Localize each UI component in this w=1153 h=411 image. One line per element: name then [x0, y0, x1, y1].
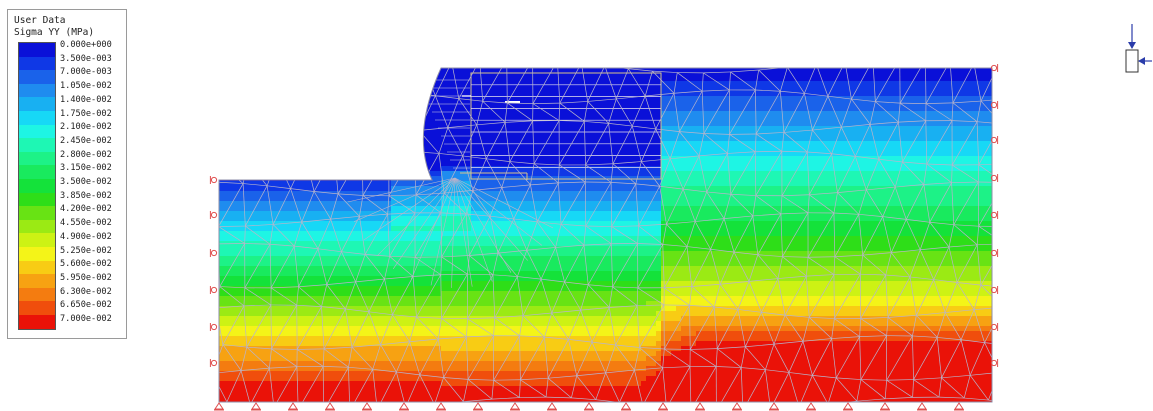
- legend-subtitle: Sigma YY (MPa): [14, 27, 95, 38]
- legend-swatch: [19, 179, 55, 193]
- legend-value: 4.900e-002: [60, 231, 112, 242]
- legend-swatch: [19, 56, 55, 71]
- legend-value: 6.300e-002: [60, 286, 112, 297]
- pin-support-icon: [288, 402, 298, 411]
- legend-value: 3.150e-002: [60, 163, 112, 174]
- legend-value: 5.950e-002: [60, 272, 112, 283]
- pin-support-icon: [658, 402, 668, 411]
- legend-value: 2.100e-002: [60, 122, 112, 133]
- legend-swatch: [19, 83, 55, 98]
- finite-element-mesh: [219, 68, 992, 402]
- legend-swatch: [19, 111, 55, 125]
- pin-support-icon: [584, 402, 594, 411]
- legend-swatch: [19, 206, 55, 221]
- legend-value: 6.650e-002: [60, 300, 112, 311]
- pin-support-icon: [954, 402, 964, 411]
- pin-support-icon: [880, 402, 890, 411]
- legend-value: 3.500e-002: [60, 177, 112, 187]
- legend-value: 2.450e-002: [60, 135, 112, 146]
- roller-support-icon: [990, 359, 999, 367]
- legend-value: 7.000e-002: [60, 314, 112, 324]
- legend-value: 1.750e-002: [60, 108, 112, 119]
- legend-value: 5.600e-002: [60, 259, 112, 270]
- legend-swatch: [19, 219, 55, 234]
- axis-triad-icon: [1125, 24, 1152, 73]
- pin-support-icon: [917, 402, 927, 411]
- roller-support-icon: [209, 176, 218, 184]
- legend-value: 2.800e-002: [60, 149, 112, 160]
- legend-swatch: [19, 301, 55, 316]
- pin-support-icon: [621, 402, 631, 411]
- roller-support-icon: [990, 211, 999, 219]
- boundary-supports: [209, 64, 999, 411]
- legend-value: 3.500e-003: [60, 53, 112, 64]
- pin-support-icon: [214, 402, 224, 411]
- legend-value: 1.400e-002: [60, 94, 112, 105]
- legend-value: 1.050e-002: [60, 81, 112, 92]
- legend-swatch: [19, 233, 55, 248]
- legend-swatch: [19, 192, 55, 207]
- pin-support-icon: [732, 402, 742, 411]
- legend-swatch: [19, 315, 55, 329]
- pin-support-icon: [325, 402, 335, 411]
- legend-swatch: [19, 70, 55, 85]
- roller-support-icon: [990, 101, 999, 109]
- roller-support-icon: [990, 64, 999, 72]
- pin-support-icon: [843, 402, 853, 411]
- legend-swatch: [19, 260, 55, 275]
- legend-swatch: [19, 247, 55, 261]
- pin-support-icon: [769, 402, 779, 411]
- roller-support-icon: [209, 323, 218, 331]
- legend-value: 4.550e-002: [60, 218, 112, 229]
- legend-color-scale: [18, 42, 56, 330]
- pin-support-icon: [251, 402, 261, 411]
- legend-swatch: [19, 124, 55, 139]
- pin-support-icon: [695, 402, 705, 411]
- legend-value: 3.850e-002: [60, 190, 112, 201]
- roller-support-icon: [209, 286, 218, 294]
- pin-support-icon: [399, 402, 409, 411]
- legend-panel: User Data Sigma YY (MPa) 0.000e+000 3.500…: [7, 9, 127, 339]
- legend-swatch: [19, 165, 55, 180]
- pin-support-icon: [436, 402, 446, 411]
- legend-value: 4.200e-002: [60, 204, 112, 215]
- legend-swatch: [19, 138, 55, 153]
- pin-support-icon: [473, 402, 483, 411]
- pin-support-icon: [362, 402, 372, 411]
- roller-support-icon: [990, 136, 999, 144]
- legend-title: User Data: [14, 15, 66, 26]
- roller-support-icon: [990, 323, 999, 331]
- roller-support-icon: [990, 174, 999, 182]
- legend-swatch: [19, 97, 55, 112]
- legend-swatch: [19, 274, 55, 289]
- pin-support-icon: [510, 402, 520, 411]
- legend-value: 7.000e-003: [60, 67, 112, 78]
- roller-support-icon: [209, 359, 218, 367]
- roller-support-icon: [990, 286, 999, 294]
- pin-support-icon: [806, 402, 816, 411]
- domain-boundary: [218, 67, 993, 403]
- legend-swatch: [19, 151, 55, 166]
- roller-support-icon: [209, 211, 218, 219]
- roller-support-icon: [990, 249, 999, 257]
- pin-support-icon: [547, 402, 557, 411]
- legend-swatch: [19, 287, 55, 302]
- legend-value: 0.000e+000: [60, 40, 112, 50]
- legend-swatch: [19, 43, 55, 57]
- legend-value: 5.250e-002: [60, 245, 112, 256]
- roller-support-icon: [209, 249, 218, 257]
